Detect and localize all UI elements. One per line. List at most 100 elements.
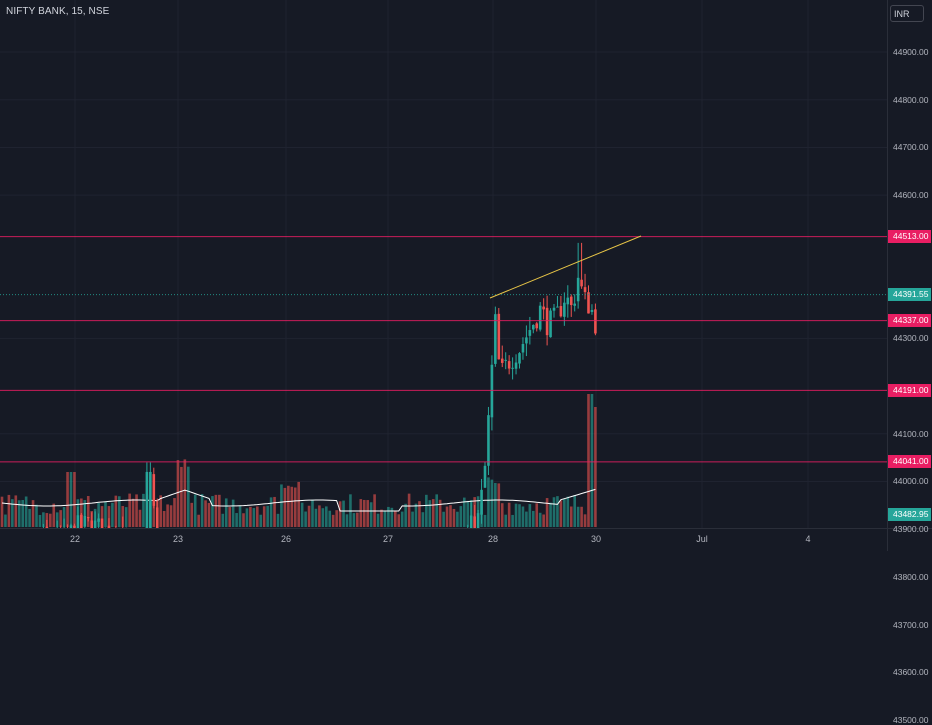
volume-bar [277, 514, 280, 527]
volume-bar [353, 513, 356, 527]
volume-bar [339, 501, 342, 527]
candle-body [87, 517, 90, 518]
price-tick-label: 44000.00 [893, 476, 928, 486]
volume-bar [208, 503, 211, 527]
candle-body [570, 297, 573, 305]
volume-bar [32, 500, 35, 527]
volume-bar [567, 497, 570, 527]
currency-selector[interactable]: INR [890, 5, 924, 22]
volume-bar [228, 507, 231, 527]
volume-bar [132, 499, 135, 527]
volume-bar [253, 508, 256, 527]
volume-bar [163, 511, 166, 527]
candle-body [542, 307, 545, 310]
candle-body [553, 308, 556, 311]
volume-bar [546, 498, 549, 527]
volume-bar [570, 506, 573, 527]
volume-bar [128, 494, 131, 527]
volume-bar [11, 499, 14, 527]
volume-bar [166, 504, 169, 527]
volume-bar [553, 497, 556, 527]
volume-bar [66, 472, 69, 527]
candle-body [573, 304, 576, 306]
volume-bar [418, 501, 421, 527]
volume-bar [401, 512, 404, 527]
price-tick-label: 44900.00 [893, 47, 928, 57]
trendline[interactable] [490, 236, 641, 298]
volume-bar [39, 515, 42, 527]
volume-bar [422, 512, 425, 527]
volume-bar [259, 515, 262, 527]
price-tick-label: 43900.00 [893, 524, 928, 534]
volume-bar [408, 494, 411, 527]
volume-bar [328, 511, 331, 527]
volume-bar [404, 504, 407, 527]
volume-bar [270, 497, 273, 527]
candle-body [556, 307, 559, 308]
volume-bar [449, 505, 452, 527]
volume-bar [49, 514, 52, 527]
volume-bar [139, 510, 142, 527]
candle-body [580, 280, 583, 287]
volume-bar [204, 500, 207, 527]
volume-bar [456, 512, 459, 527]
volume-bar [318, 505, 321, 527]
time-scale[interactable] [0, 528, 887, 551]
volume-bar [263, 506, 266, 527]
volume-bar [215, 495, 218, 527]
candle-body [77, 515, 80, 528]
chart-pane[interactable]: NIFTY BANK, 15, NSE [0, 0, 887, 528]
candle-body [522, 344, 525, 352]
volume-bar [301, 503, 304, 527]
candle-body [484, 466, 487, 488]
volume-bar [501, 503, 504, 527]
volume-bar [498, 483, 501, 527]
time-tick-label: 26 [281, 534, 291, 544]
volume-bar [529, 504, 532, 527]
candlestick-chart[interactable] [0, 0, 887, 528]
candle-body [549, 311, 552, 338]
volume-bar [549, 503, 552, 527]
symbol-title[interactable]: NIFTY BANK, 15, NSE [6, 6, 109, 17]
candle-body [529, 330, 532, 336]
price-tick-label: 43800.00 [893, 572, 928, 582]
volume-bar [325, 506, 328, 527]
volume-bar [411, 512, 414, 527]
volume-bar [539, 513, 542, 527]
volume-bar [425, 495, 428, 527]
candle-body [567, 298, 570, 305]
candle-body [94, 521, 97, 528]
volume-bar [125, 507, 128, 527]
volume-bar [291, 487, 294, 527]
candle-body [494, 314, 497, 364]
volume-bar [370, 502, 373, 527]
volume-bar [284, 488, 287, 527]
volume-bar [484, 515, 487, 527]
candle-body [97, 519, 100, 522]
volume-bar [342, 501, 345, 527]
volume-bar [15, 495, 18, 527]
volume-bar [446, 507, 449, 527]
price-badge: 44513.00 [888, 230, 931, 243]
candle-body [591, 310, 594, 312]
candle-body [473, 516, 476, 528]
volume-bar [8, 495, 11, 527]
volume-bar [504, 515, 507, 527]
price-badge: 44337.00 [888, 314, 931, 327]
price-scale[interactable] [887, 0, 932, 528]
volume-bar [194, 495, 197, 527]
candle-body [470, 516, 473, 528]
volume-bar [587, 394, 590, 527]
volume-bar [218, 495, 221, 527]
time-tick-label: 22 [70, 534, 80, 544]
candle-body [518, 353, 521, 363]
candle-body [539, 306, 542, 330]
volume-bar [415, 504, 418, 527]
volume-bar [280, 484, 283, 527]
candle-body [587, 292, 590, 313]
price-badge: 44191.00 [888, 384, 931, 397]
candle-body [515, 363, 518, 369]
candle-body [101, 519, 104, 528]
price-badge: 43482.95 [888, 508, 931, 521]
